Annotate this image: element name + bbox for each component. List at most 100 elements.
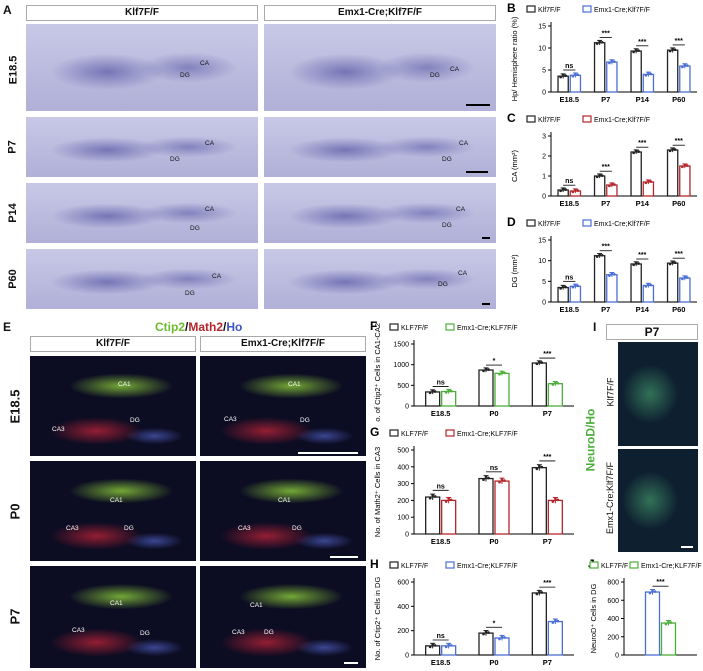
y-tick-label: 5 xyxy=(542,68,546,75)
x-tick-label: P60 xyxy=(672,95,685,104)
y-tick-label: 400 xyxy=(397,604,409,611)
bar xyxy=(593,175,606,197)
region-ca3-label: CA3 xyxy=(66,525,79,532)
data-point xyxy=(608,274,611,277)
significance-label: *** xyxy=(638,39,646,46)
legend-swatch xyxy=(445,323,455,331)
data-point xyxy=(484,367,488,371)
y-tick-label: 500 xyxy=(397,448,409,455)
legend-label: Emx1-Cre;KLF7F/F xyxy=(457,325,518,332)
region-ca-label: CA xyxy=(450,66,460,73)
bar xyxy=(630,151,642,197)
scale-bar xyxy=(298,452,358,454)
region-dg-label: DG xyxy=(438,281,448,288)
data-point xyxy=(564,188,567,191)
data-point xyxy=(634,48,638,51)
legend-swatch xyxy=(445,429,455,437)
legend-label: Emx1-Cre;KLF7F/F xyxy=(641,563,702,570)
legend-label: Emx1-Cre;KLF7F/F xyxy=(457,563,518,570)
data-point xyxy=(613,272,616,276)
region-ca-label: CA xyxy=(458,270,468,277)
region-dg-label: DG xyxy=(292,525,302,532)
data-point xyxy=(637,262,640,265)
data-point xyxy=(556,381,560,385)
bar xyxy=(644,591,661,656)
significance-label: * xyxy=(493,358,496,365)
data-point xyxy=(683,275,687,279)
legend-label: KLF7F/F xyxy=(401,563,428,570)
bar xyxy=(593,255,606,303)
data-point xyxy=(428,391,432,395)
data-point xyxy=(503,371,506,375)
data-point xyxy=(598,173,601,177)
region-ca-label: CA xyxy=(212,273,222,280)
data-point xyxy=(484,630,488,633)
neurod-image-wt xyxy=(618,342,698,446)
bar xyxy=(531,362,547,407)
y-axis-label: NeuroD⁺ Cells in DG xyxy=(589,583,598,653)
data-point xyxy=(681,165,684,169)
data-point xyxy=(554,618,557,622)
data-point xyxy=(551,500,555,503)
data-point xyxy=(556,619,560,623)
panel-label-b: B xyxy=(507,1,516,15)
y-axis-label: Hp/ Hemisphere ratio (%) xyxy=(510,16,519,101)
legend-label: Klf7F/F xyxy=(538,117,561,124)
bar xyxy=(531,466,547,535)
data-point xyxy=(447,497,450,500)
neurod-image-ko xyxy=(618,449,698,552)
y-tick-label: 800 xyxy=(607,580,619,587)
bar xyxy=(569,74,582,93)
data-point xyxy=(686,276,689,279)
time-header-i: P7 xyxy=(606,324,698,340)
panel-label-i: I xyxy=(593,320,597,334)
legend-swatch xyxy=(389,323,399,331)
data-point xyxy=(554,381,557,384)
histology-image-p7-wt xyxy=(26,117,258,177)
data-point xyxy=(647,282,650,286)
data-point xyxy=(683,63,687,66)
col-header-ko-e: Emx1-Cre;Klf7F/F xyxy=(200,336,366,352)
data-point xyxy=(651,589,654,592)
row-label-p0-e: P0 xyxy=(7,503,23,519)
y-axis-label: No. of Ctip2⁺ Cells in DG xyxy=(373,577,382,661)
stain-title: Ctip2/Math2/Ho xyxy=(155,320,243,334)
data-point xyxy=(671,147,674,151)
significance-label: *** xyxy=(602,244,610,251)
legend-swatch xyxy=(589,561,599,569)
data-point xyxy=(449,389,453,393)
data-point xyxy=(571,74,575,78)
y-tick-label: 500 xyxy=(397,383,409,390)
data-point xyxy=(535,362,539,366)
x-tick-label: P14 xyxy=(636,305,650,314)
data-point xyxy=(538,464,541,468)
data-point xyxy=(535,592,539,596)
x-tick-label: P7 xyxy=(543,537,552,546)
panel-label-h: H xyxy=(370,557,379,571)
bar xyxy=(547,499,563,535)
data-point xyxy=(498,480,501,484)
data-point xyxy=(431,493,434,497)
region-dg-label: DG xyxy=(170,156,180,163)
data-point xyxy=(644,285,648,288)
data-point xyxy=(632,263,635,267)
bar xyxy=(441,390,457,407)
histology-image-e18-wt xyxy=(26,24,258,111)
data-point xyxy=(686,64,689,67)
row-label-p14-a: P14 xyxy=(7,203,20,223)
x-tick-label: E18.5 xyxy=(559,199,579,208)
data-point xyxy=(649,283,653,287)
data-point xyxy=(600,174,604,177)
bar xyxy=(569,285,582,303)
bar xyxy=(666,149,679,197)
x-tick-label: P14 xyxy=(636,95,650,104)
data-point xyxy=(610,182,614,186)
bar xyxy=(547,383,563,407)
data-point xyxy=(681,277,684,281)
data-point xyxy=(671,260,674,264)
x-tick-label: P7 xyxy=(601,305,610,314)
y-axis-label: No. of Math2⁺ Cells in CA3 xyxy=(373,447,382,537)
data-point xyxy=(428,645,432,649)
region-ca3-label: CA3 xyxy=(72,627,85,634)
data-point xyxy=(482,478,485,482)
